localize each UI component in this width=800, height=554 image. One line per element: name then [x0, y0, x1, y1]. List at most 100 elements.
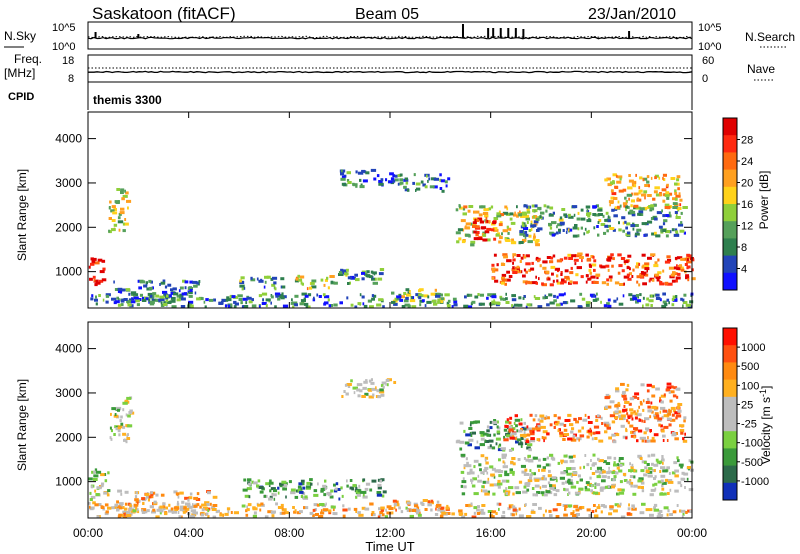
data-cell	[192, 280, 198, 284]
data-cell	[313, 493, 319, 497]
data-cell	[376, 389, 381, 393]
data-cell	[155, 294, 160, 298]
data-cell	[94, 468, 98, 472]
data-cell	[606, 405, 612, 409]
data-cell	[373, 177, 377, 181]
y-tick-label: 3000	[55, 176, 82, 190]
data-cell	[606, 224, 611, 228]
data-cell	[590, 467, 592, 470]
data-cell	[655, 387, 660, 391]
data-cell	[604, 485, 608, 489]
data-cell	[347, 507, 351, 511]
data-cell	[608, 423, 611, 427]
data-cell	[487, 477, 490, 481]
data-cell	[685, 511, 688, 514]
data-cell	[655, 275, 661, 279]
data-cell	[549, 486, 555, 490]
data-cell	[405, 181, 409, 185]
data-cell	[526, 425, 529, 429]
data-cell	[570, 430, 574, 434]
data-cell	[109, 436, 112, 440]
data-cell	[600, 265, 606, 269]
data-cell	[271, 283, 276, 287]
data-cell	[471, 484, 476, 488]
data-cell	[681, 471, 685, 475]
data-cell	[145, 297, 149, 301]
data-cell	[535, 427, 541, 431]
data-cell	[657, 512, 661, 516]
data-cell	[376, 174, 380, 178]
y-tick-label: 4000	[55, 342, 82, 356]
data-cell	[363, 380, 368, 384]
data-cell	[362, 478, 366, 482]
data-cell	[465, 504, 469, 507]
data-cell	[617, 205, 620, 209]
data-cell	[107, 506, 112, 510]
data-cell	[545, 296, 548, 299]
data-cell	[270, 295, 274, 299]
data-cell	[638, 186, 641, 190]
data-cell	[493, 475, 496, 479]
data-cell	[625, 429, 628, 433]
data-cell	[430, 499, 434, 503]
data-cell	[364, 170, 367, 174]
data-cell	[302, 486, 306, 490]
data-cell	[516, 438, 522, 442]
data-cell	[202, 507, 209, 510]
data-cell	[107, 489, 111, 493]
data-cell	[525, 270, 528, 274]
data-cell	[637, 299, 642, 303]
data-cell	[148, 300, 151, 304]
data-cell	[640, 486, 644, 489]
data-cell	[586, 274, 588, 278]
data-cell	[91, 260, 96, 264]
data-cell	[486, 433, 491, 437]
data-cell	[575, 420, 579, 424]
data-cell	[570, 299, 576, 303]
data-cell	[666, 386, 672, 390]
data-cell	[109, 200, 112, 204]
data-cell	[533, 456, 538, 460]
data-cell	[541, 476, 544, 480]
data-cell	[294, 294, 299, 298]
data-cell	[299, 510, 303, 514]
data-cell	[377, 277, 383, 281]
data-cell	[535, 239, 540, 242]
data-cell	[511, 513, 515, 517]
data-cell	[606, 426, 611, 430]
data-cell	[668, 390, 671, 394]
data-cell	[285, 495, 287, 499]
data-cell	[599, 486, 605, 490]
data-cell	[514, 303, 519, 307]
data-cell	[523, 421, 526, 425]
data-cell	[632, 297, 638, 301]
data-cell	[629, 297, 634, 301]
data-cell	[669, 488, 672, 492]
data-cell	[371, 294, 375, 298]
data-cell	[520, 437, 524, 440]
data-cell	[498, 507, 500, 511]
data-cell	[674, 182, 678, 186]
data-cell	[665, 230, 671, 234]
data-cell	[678, 223, 684, 227]
data-cell	[674, 197, 678, 201]
data-cell	[639, 436, 645, 440]
data-cell	[492, 293, 497, 297]
data-cell	[123, 298, 128, 301]
data-cell	[473, 465, 476, 469]
data-cell	[252, 514, 257, 518]
data-cell	[95, 281, 101, 285]
data-cell	[259, 490, 264, 494]
data-cell	[656, 460, 663, 464]
data-cell	[532, 418, 536, 422]
data-cell	[614, 185, 618, 189]
data-cell	[497, 445, 500, 449]
data-cell	[137, 508, 139, 512]
data-cell	[271, 493, 277, 497]
data-cell	[670, 385, 674, 389]
data-cell	[520, 428, 523, 431]
data-cell	[532, 503, 537, 506]
data-cell	[387, 383, 389, 387]
data-cell	[655, 293, 660, 297]
nsky-top-tick: 10^5	[52, 22, 76, 34]
